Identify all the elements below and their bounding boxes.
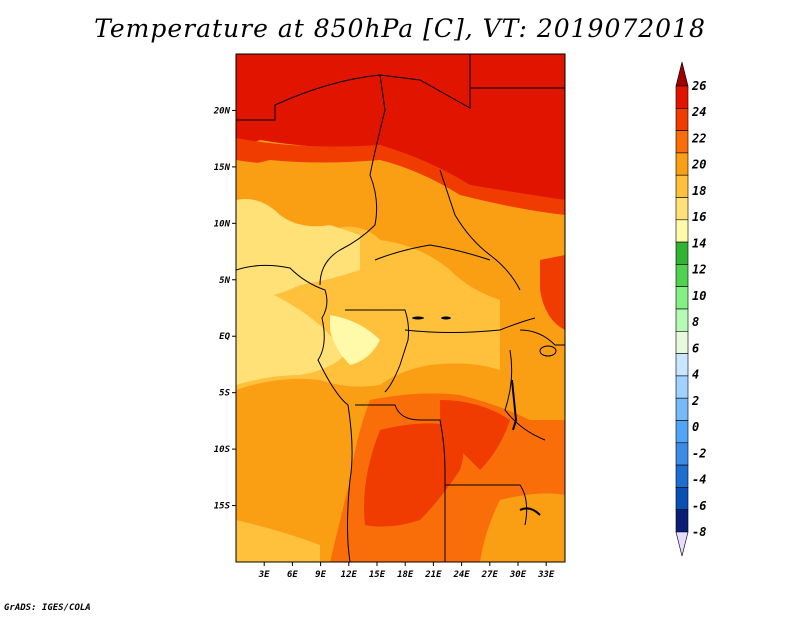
latitude-axis: 20N 15N 10N 5N EQ 5S 10S 15S bbox=[213, 106, 236, 512]
lon-tick-label: 27E bbox=[481, 570, 499, 580]
map-title: Temperature at 850hPa [C], VT: 201907201… bbox=[94, 14, 706, 43]
lakes bbox=[412, 316, 557, 516]
lon-tick-label: 9E bbox=[315, 570, 326, 580]
colorbar-swatch bbox=[675, 264, 689, 287]
lon-tick-label: 15E bbox=[369, 570, 386, 580]
colorbar-swatch bbox=[675, 353, 689, 377]
colorbar-swatch bbox=[675, 197, 689, 221]
colorbar-label: 6 bbox=[692, 341, 699, 355]
lat-tick-label: 5S bbox=[219, 389, 230, 399]
colorbar-swatch bbox=[675, 509, 689, 533]
lat-tick-label: 15S bbox=[214, 502, 231, 512]
lat-tick-label: 20N bbox=[213, 106, 231, 116]
colorbar-label: -4 bbox=[692, 473, 706, 487]
colorbar-swatch bbox=[675, 286, 689, 310]
colorbar-swatch bbox=[675, 308, 689, 332]
longitude-axis: 3E 6E 9E 12E 15E 18E 21E 24E 27E 30E 33E bbox=[258, 562, 555, 580]
colorbar-swatch bbox=[675, 130, 689, 154]
colorbar-swatch bbox=[675, 442, 689, 466]
colorbar-swatch bbox=[675, 85, 689, 109]
colorbar-arrow-bottom bbox=[675, 531, 689, 557]
colorbar-swatch bbox=[675, 464, 689, 488]
colorbar-label: 0 bbox=[692, 420, 699, 434]
lat-tick-label: 15N bbox=[214, 163, 231, 173]
colorbar-swatch bbox=[675, 241, 689, 265]
colorbar-swatch bbox=[675, 420, 689, 444]
colorbar-label: 12 bbox=[692, 263, 706, 277]
colorbar-label: -6 bbox=[692, 499, 706, 513]
lat-tick-label: 5N bbox=[219, 276, 230, 286]
colorbar-label: 14 bbox=[692, 236, 706, 250]
colorbar-label: 26 bbox=[691, 79, 706, 93]
colorbar-label: -2 bbox=[692, 446, 706, 460]
lon-tick-label: 6E bbox=[287, 570, 298, 580]
colorbar-swatch bbox=[675, 152, 689, 176]
temperature-field bbox=[236, 54, 565, 562]
lat-tick-label: EQ bbox=[219, 332, 230, 342]
lon-tick-label: 3E bbox=[258, 570, 270, 580]
colorbar-label: -8 bbox=[692, 525, 706, 539]
colorbar-swatch bbox=[675, 108, 689, 131]
colorbar-label: 8 bbox=[692, 315, 699, 329]
lon-tick-label: 12E bbox=[341, 570, 358, 580]
lon-tick-label: 24E bbox=[452, 570, 470, 580]
colorbar-label: 2 bbox=[691, 394, 699, 408]
colorbar-swatch bbox=[675, 174, 689, 198]
colorbar-swatch bbox=[675, 487, 689, 510]
lon-tick-label: 33E bbox=[537, 570, 555, 580]
credit-label: GrADS: IGES/COLA bbox=[4, 603, 91, 613]
colorbar-label: 22 bbox=[691, 131, 706, 145]
colorbar-swatch bbox=[675, 219, 689, 243]
map-frame bbox=[235, 53, 566, 563]
colorbar-swatch bbox=[675, 330, 689, 354]
colorbar-label: 4 bbox=[692, 368, 699, 382]
colorbar-label: 24 bbox=[691, 105, 706, 119]
lat-tick-label: 10N bbox=[214, 219, 231, 229]
colorbar-arrow-top bbox=[675, 61, 689, 87]
colorbar-label: 20 bbox=[691, 158, 706, 172]
lat-tick-label: 10S bbox=[214, 445, 231, 455]
lon-tick-label: 18E bbox=[397, 570, 414, 580]
colorbar-swatch bbox=[675, 375, 689, 399]
colorbar-label: 16 bbox=[692, 210, 706, 224]
country-borders bbox=[236, 54, 565, 562]
lon-tick-label: 21E bbox=[424, 570, 442, 580]
lon-tick-label: 30E bbox=[509, 570, 527, 580]
colorbar-label: 10 bbox=[692, 289, 706, 303]
colorbar-swatch bbox=[675, 397, 689, 421]
colorbar-label: 18 bbox=[692, 184, 706, 198]
